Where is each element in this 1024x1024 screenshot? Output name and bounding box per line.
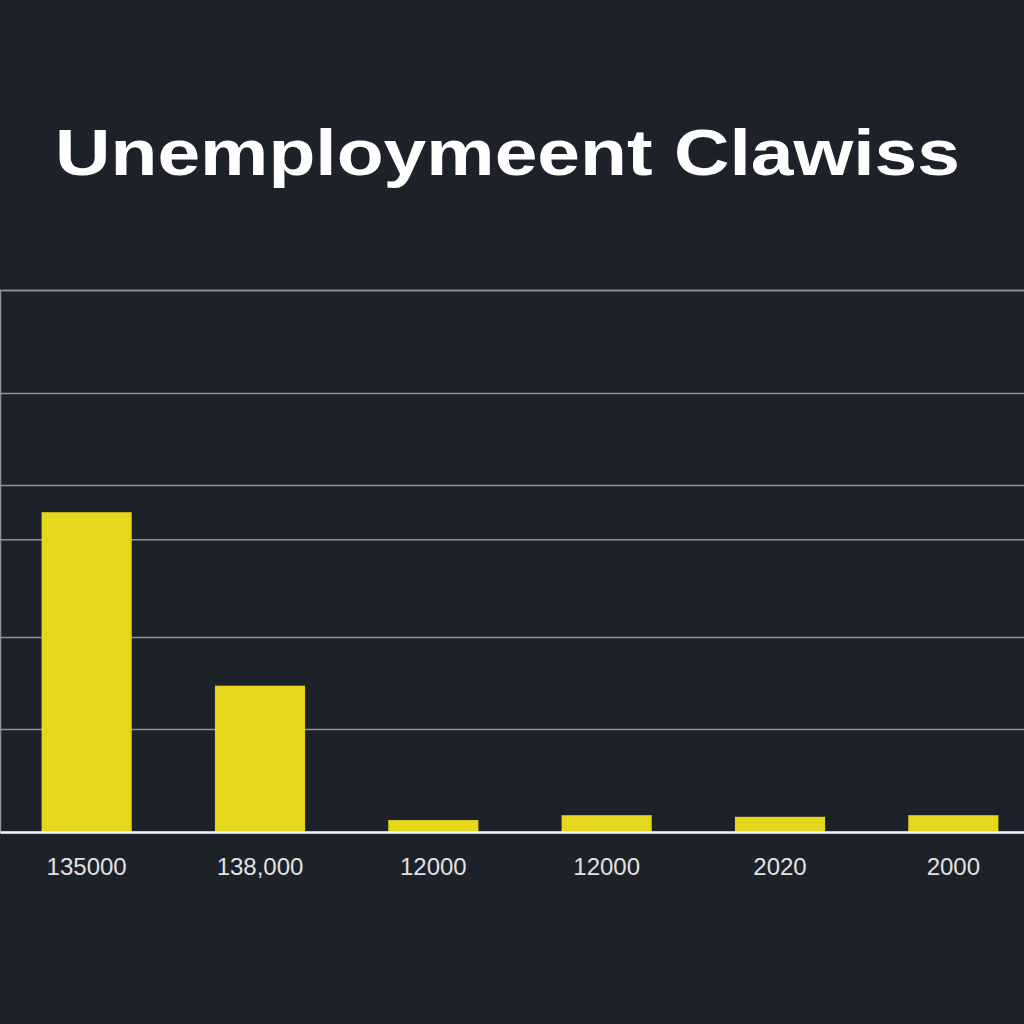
x-tick-label: 2000 bbox=[927, 853, 980, 880]
bar bbox=[908, 815, 998, 832]
grid bbox=[0, 291, 1024, 833]
x-tick: 2000 bbox=[927, 853, 980, 880]
y-tick bbox=[0, 729, 1024, 730]
chart-svg: Unemploymeent Clawiss135000138,000120001… bbox=[0, 0, 1024, 1024]
chart-container: Unemploymeent Clawiss135000138,000120001… bbox=[0, 0, 1024, 1024]
x-tick: 12000 bbox=[573, 853, 640, 880]
background bbox=[0, 0, 1024, 1024]
bars bbox=[42, 512, 999, 832]
bar bbox=[388, 820, 478, 832]
chart-title: Unemploymeent Clawiss bbox=[55, 117, 960, 189]
x-tick-label: 12000 bbox=[573, 853, 640, 880]
y-tick bbox=[0, 485, 1024, 486]
grid-line bbox=[0, 637, 1024, 639]
bar bbox=[562, 815, 652, 832]
bar bbox=[735, 817, 825, 832]
bar bbox=[42, 512, 132, 832]
grid-line bbox=[0, 729, 1024, 731]
x-tick-label: 135000 bbox=[47, 853, 127, 880]
x-tick: 138,000 bbox=[217, 853, 304, 880]
y-tick bbox=[0, 539, 1024, 540]
x-tick: 135000 bbox=[47, 853, 127, 880]
y-axis-line bbox=[1, 291, 1024, 833]
grid-line bbox=[0, 290, 1024, 292]
x-tick: 12000 bbox=[400, 853, 467, 880]
y-tick bbox=[0, 393, 1024, 394]
grid-line bbox=[0, 393, 1024, 395]
x-axis: 135000 138,000 12000 12000 2020 2000 bbox=[1, 833, 1024, 881]
y-tick bbox=[0, 290, 1024, 291]
x-tick-label: 138,000 bbox=[217, 853, 304, 880]
grid-line bbox=[0, 539, 1024, 541]
x-axis-line bbox=[1, 831, 1024, 834]
x-tick-label: 2020 bbox=[753, 853, 806, 880]
x-tick: 2020 bbox=[753, 853, 806, 880]
y-tick bbox=[0, 637, 1024, 638]
x-tick-label: 12000 bbox=[400, 853, 467, 880]
grid-line bbox=[0, 485, 1024, 487]
bar bbox=[215, 686, 305, 832]
